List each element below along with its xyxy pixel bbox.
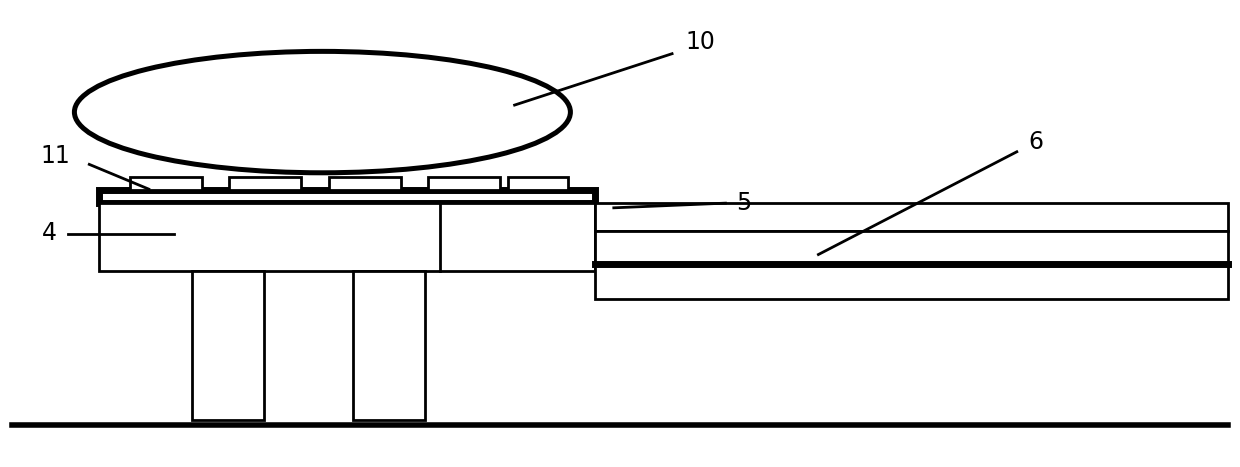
Bar xyxy=(99,203,595,271)
Bar xyxy=(99,190,595,203)
Text: 4: 4 xyxy=(42,221,57,246)
Text: 11: 11 xyxy=(41,144,71,169)
Bar xyxy=(595,231,1228,299)
Bar xyxy=(508,177,568,190)
Bar xyxy=(595,203,1228,231)
Bar xyxy=(329,177,401,190)
Text: 6: 6 xyxy=(1028,130,1043,155)
Bar xyxy=(229,177,301,190)
Bar xyxy=(353,271,425,420)
Bar xyxy=(428,177,500,190)
Bar xyxy=(192,271,264,420)
Text: 10: 10 xyxy=(686,30,715,54)
Bar xyxy=(130,177,202,190)
Text: 5: 5 xyxy=(737,191,751,215)
